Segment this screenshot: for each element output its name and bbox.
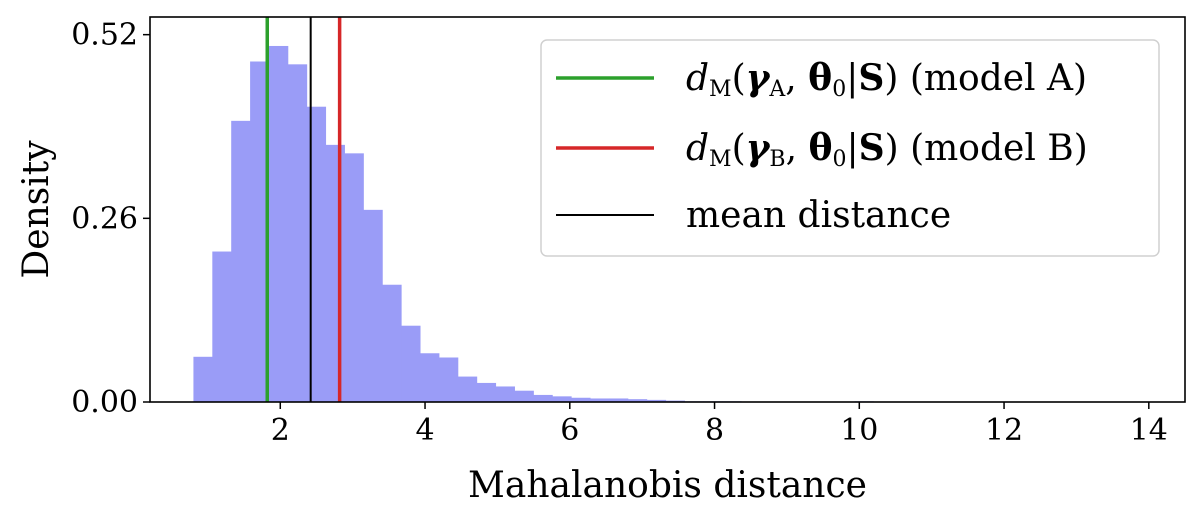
- legend: dM(γA, θ0|S) (model A) dM(γB, θ0|S) (mod…: [540, 39, 1160, 257]
- histogram-bar: [325, 144, 345, 403]
- histogram-bar: [401, 325, 421, 402]
- histogram-bar: [646, 399, 667, 402]
- histogram-bar: [268, 45, 289, 402]
- histogram-bar: [212, 251, 232, 402]
- plot-frame: [149, 16, 1186, 403]
- x-tick-label: 4: [415, 413, 434, 448]
- x-tick-label: 14: [1130, 413, 1168, 448]
- histogram-bar: [609, 398, 629, 402]
- histogram-bar: [590, 398, 610, 402]
- histogram-bar: [627, 399, 648, 402]
- histogram-bar: [250, 61, 270, 403]
- histogram-bar: [363, 209, 383, 402]
- legend-box: [540, 39, 1160, 257]
- histogram-bar: [552, 396, 572, 402]
- histogram-bar: [193, 356, 213, 402]
- histogram-bar: [306, 106, 327, 402]
- histogram-bar: [495, 386, 515, 402]
- y-axis-ticks: 0.00 0.26 0.52: [71, 18, 150, 420]
- histogram-bar: [439, 357, 459, 402]
- histogram-bar: [571, 397, 591, 402]
- y-tick-label: 0.00: [71, 385, 138, 420]
- histogram-bar: [420, 353, 440, 402]
- y-tick-label: 0.52: [71, 18, 138, 53]
- histogram-bar: [514, 390, 534, 402]
- x-axis-label: Mahalanobis distance: [468, 465, 867, 506]
- x-tick-label: 12: [985, 413, 1023, 448]
- y-tick-label: 0.26: [71, 201, 138, 236]
- x-tick-label: 10: [840, 413, 878, 448]
- x-axis-ticks: 2 4 6 8 10 12 14: [271, 402, 1168, 448]
- x-tick-label: 2: [271, 413, 290, 448]
- legend-label-model-b: dM(γB, θ0|S) (model B): [686, 127, 1088, 172]
- histogram-bar: [457, 376, 478, 402]
- histogram-bar: [382, 284, 402, 402]
- histogram-bar: [533, 394, 553, 402]
- y-axis-label: Density: [16, 140, 57, 279]
- histogram-bar: [287, 64, 308, 403]
- legend-label-mean: mean distance: [686, 195, 951, 236]
- x-tick-label: 6: [560, 413, 579, 448]
- histogram-bar: [476, 382, 497, 402]
- histogram-bar: [344, 153, 364, 402]
- legend-label-model-a: dM(γA, θ0|S) (model A): [686, 57, 1087, 102]
- vertical-lines: [265, 17, 342, 402]
- x-tick-label: 8: [705, 413, 724, 448]
- histogram-bar: [231, 120, 251, 402]
